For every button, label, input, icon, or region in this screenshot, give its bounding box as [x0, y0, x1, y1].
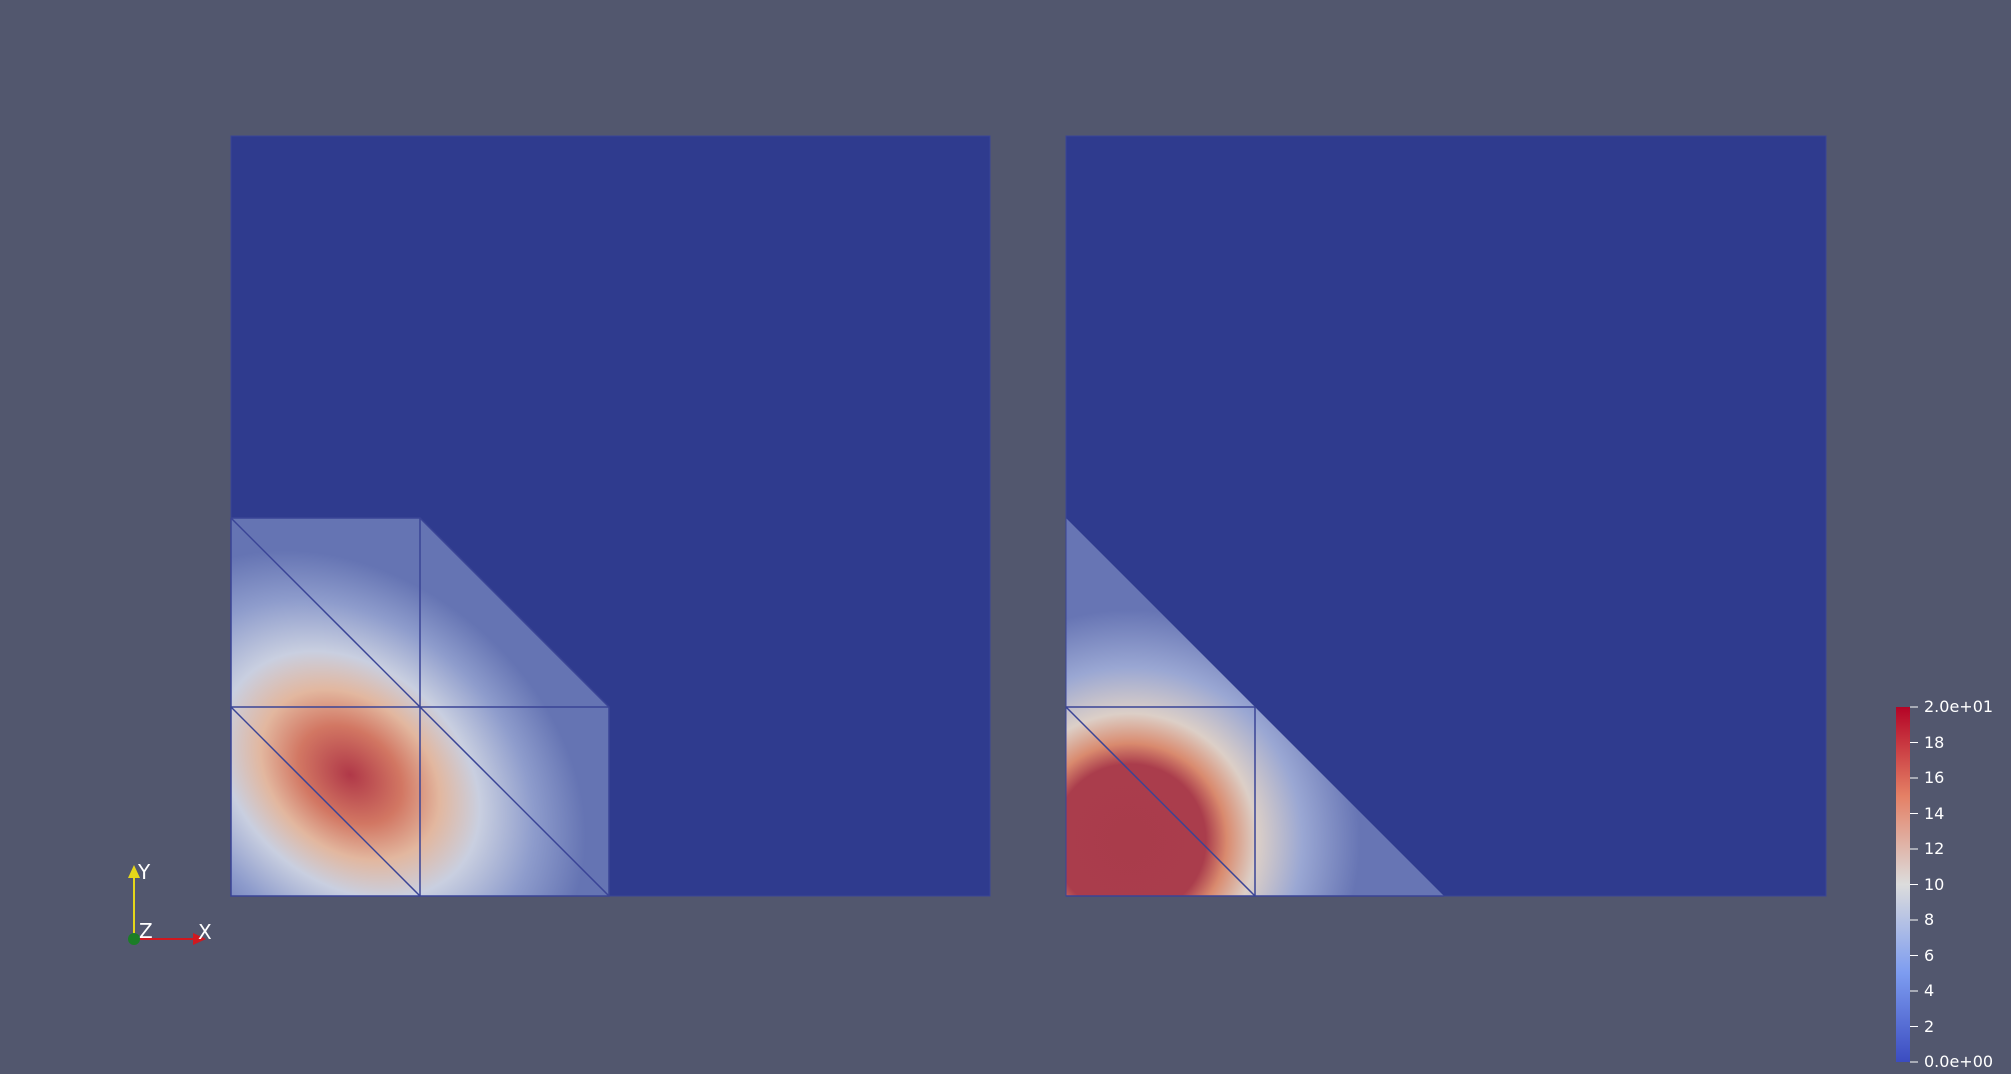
- color-legend-label: 18: [1924, 732, 1945, 752]
- x-axis-arrow-icon: [193, 933, 206, 945]
- right-domain-border: [1065, 135, 1827, 897]
- y-axis-arrow-icon: [128, 865, 140, 878]
- color-legend-label: 16: [1924, 768, 1945, 787]
- color-legend-label: 2: [1924, 1016, 1935, 1036]
- x-axis-label: X: [198, 920, 212, 944]
- color-legend-label: 6: [1924, 945, 1935, 965]
- color-legend-label: 8: [1924, 910, 1935, 929]
- right-mesh-view[interactable]: [1065, 135, 1827, 897]
- left-mesh-view[interactable]: [230, 135, 991, 897]
- color-legend-label: 10: [1924, 874, 1945, 894]
- color-legend-label: 14: [1924, 803, 1945, 823]
- color-legend: [1896, 706, 1918, 1063]
- color-legend-ticks: [1910, 706, 1918, 1063]
- color-legend-label: 4: [1924, 981, 1935, 1000]
- color-legend-bar: [1896, 707, 1910, 1062]
- z-axis-dot-icon: [128, 933, 140, 945]
- z-axis-label: Z: [139, 919, 153, 943]
- color-legend-label: 12: [1924, 839, 1945, 858]
- y-axis-label: Y: [138, 860, 151, 884]
- color-legend-label: 0.0e+00: [1924, 1052, 1994, 1071]
- left-domain-border: [230, 135, 991, 897]
- color-legend-label: 2.0e+01: [1924, 697, 1994, 716]
- orientation-axes: [128, 865, 206, 945]
